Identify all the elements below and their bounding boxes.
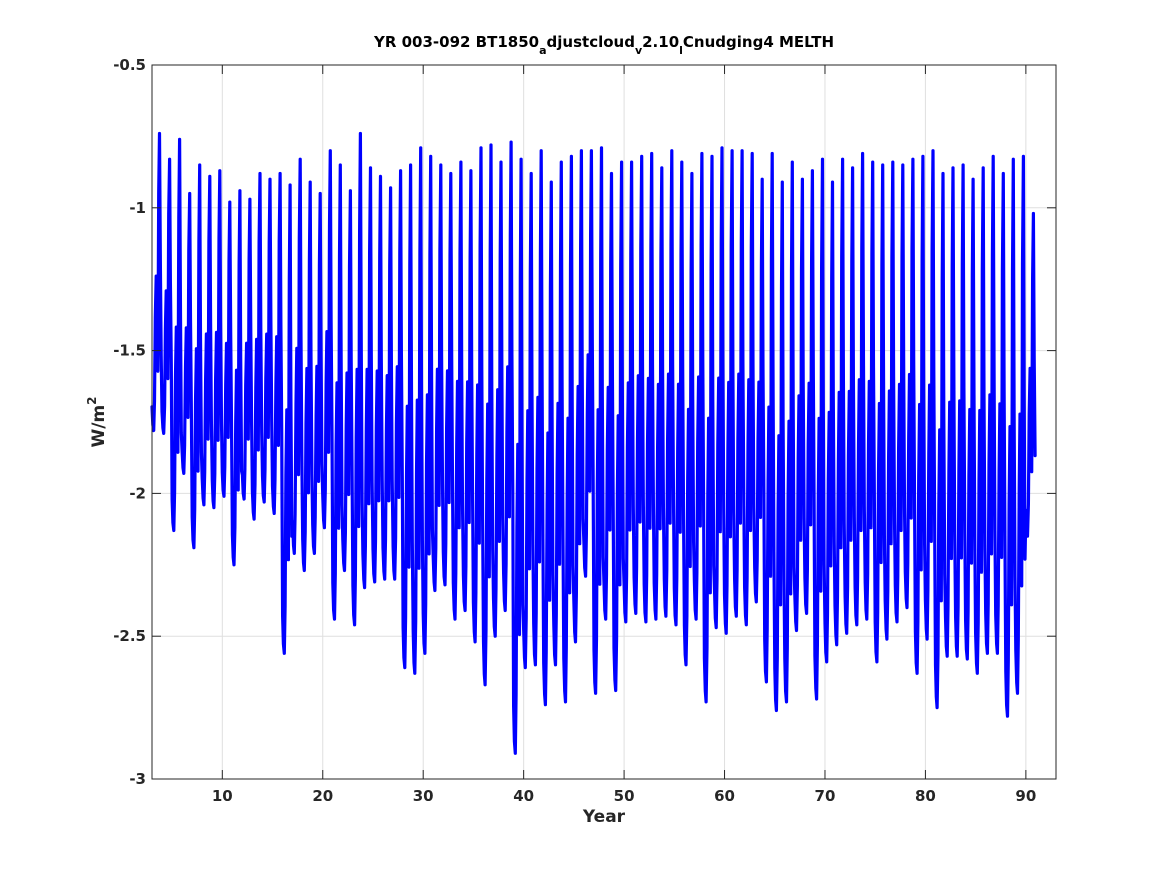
title-part: l [679,44,683,57]
plot-frame [151,64,1057,780]
y-tick-label: -2 [129,484,146,502]
x-tick-label: 20 [312,787,333,805]
x-tick-label: 80 [915,787,936,805]
title-part: 2.10 [642,33,679,51]
title-part: djustcloud [547,33,635,51]
x-tick-label: 30 [413,787,434,805]
title-part: Cnudging4 MELTH [683,33,834,51]
series-line-melth [150,131,1037,755]
y-axis-label: W/m2 [85,396,109,447]
y-axis-label-sup: 2 [85,396,99,404]
x-axis-ticks: 10 20 30 40 50 60 70 80 90 [212,65,1036,805]
x-tick-label: 70 [815,787,836,805]
title-part: a [539,44,546,57]
x-tick-label: 60 [714,787,735,805]
y-tick-label: -0.5 [113,56,146,74]
y-tick-label: -3 [129,770,146,788]
x-tick-label: 40 [513,787,534,805]
y-tick-label: -2.5 [113,627,146,645]
y-tick-label: -1 [129,199,146,217]
y-axis-ticks: -3 -2.5 -2 -1.5 -1 -0.5 [113,56,1056,788]
y-tick-label: -1.5 [113,342,146,360]
x-axis-label: Year [582,807,626,827]
title-part: YR 003-092 BT1850 [373,33,539,51]
title-part: v [635,44,643,57]
chart-title: YR 003-092 BT1850adjustcloudv2.10lCnudgi… [373,33,834,57]
y-axis-label-base: W/m [89,405,109,448]
x-tick-label: 90 [1015,787,1036,805]
x-tick-label: 50 [614,787,635,805]
x-tick-label: 10 [212,787,233,805]
